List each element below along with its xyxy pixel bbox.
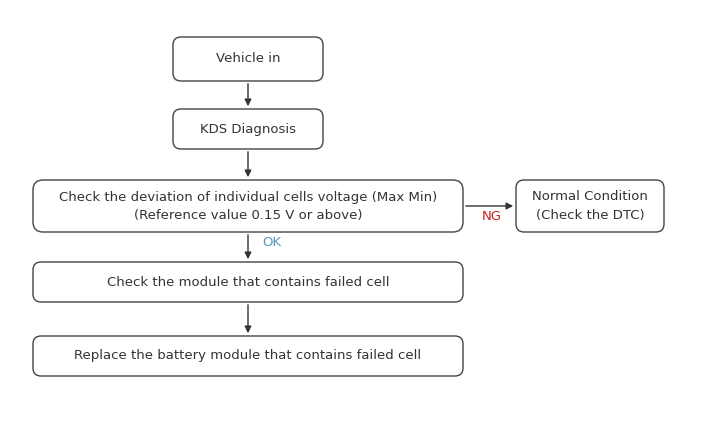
Text: Replace the battery module that contains failed cell: Replace the battery module that contains… — [75, 349, 422, 362]
Text: KDS Diagnosis: KDS Diagnosis — [200, 122, 296, 135]
FancyBboxPatch shape — [516, 180, 664, 232]
FancyBboxPatch shape — [173, 37, 323, 81]
FancyBboxPatch shape — [33, 262, 463, 302]
Text: Vehicle in: Vehicle in — [216, 53, 280, 66]
Text: OK: OK — [262, 236, 281, 249]
Text: Normal Condition
(Check the DTC): Normal Condition (Check the DTC) — [532, 191, 648, 221]
FancyBboxPatch shape — [33, 180, 463, 232]
Text: Check the deviation of individual cells voltage (Max Min)
(Reference value 0.15 : Check the deviation of individual cells … — [59, 191, 437, 221]
FancyBboxPatch shape — [33, 336, 463, 376]
Text: NG: NG — [482, 210, 502, 223]
FancyBboxPatch shape — [173, 109, 323, 149]
Text: Check the module that contains failed cell: Check the module that contains failed ce… — [107, 276, 389, 289]
